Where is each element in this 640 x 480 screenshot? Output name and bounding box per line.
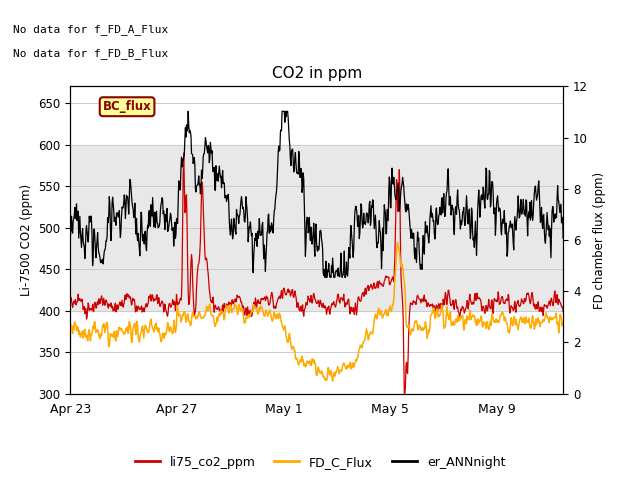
Text: No data for f_FD_A_Flux: No data for f_FD_A_Flux [13, 24, 168, 35]
Text: BC_flux: BC_flux [102, 100, 152, 113]
Text: No data for f_FD_B_Flux: No data for f_FD_B_Flux [13, 48, 168, 59]
Legend: li75_co2_ppm, FD_C_Flux, er_ANNnight: li75_co2_ppm, FD_C_Flux, er_ANNnight [130, 451, 510, 474]
Bar [70, 144, 563, 311]
Y-axis label: Li-7500 CO2 (ppm): Li-7500 CO2 (ppm) [20, 184, 33, 296]
Title: CO2 in ppm: CO2 in ppm [271, 66, 362, 81]
Y-axis label: FD chamber flux (ppm): FD chamber flux (ppm) [593, 171, 607, 309]
